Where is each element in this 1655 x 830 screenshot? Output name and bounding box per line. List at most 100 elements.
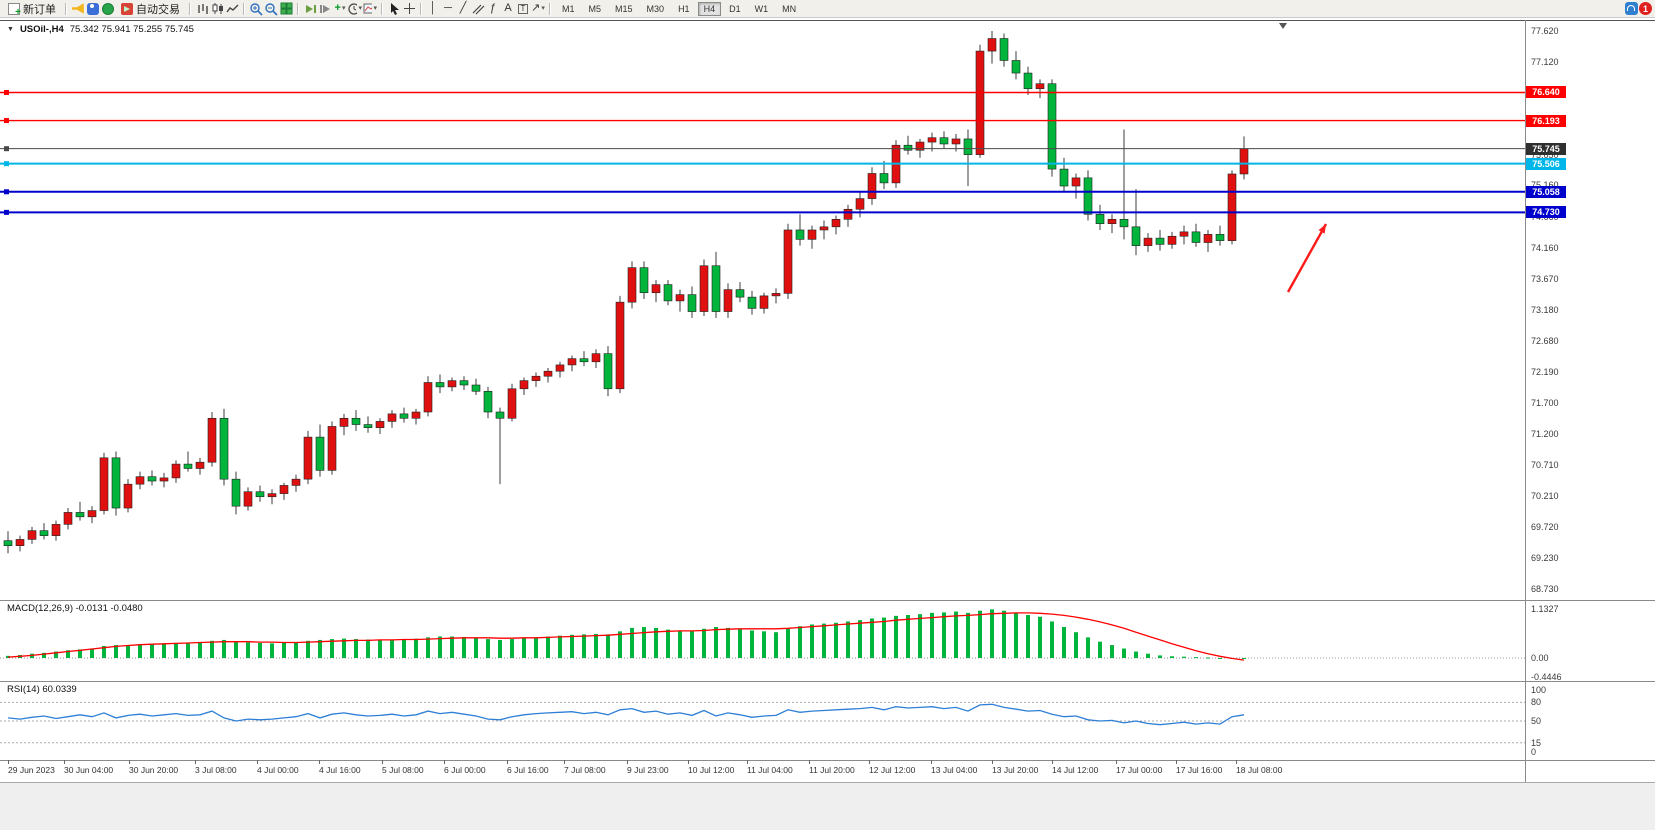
- time-axis-tick: [1052, 760, 1053, 764]
- time-axis-tick: [1176, 760, 1177, 764]
- timeframe-m5[interactable]: M5: [583, 2, 608, 16]
- macd-plot[interactable]: [0, 601, 1525, 680]
- line-chart-icon[interactable]: [225, 2, 239, 16]
- timeframe-m1[interactable]: M1: [556, 2, 581, 16]
- toolbar-separator: [297, 2, 299, 15]
- channel-tool-icon[interactable]: [471, 2, 485, 16]
- timeframe-m15[interactable]: M15: [609, 2, 639, 16]
- zoom-out-icon[interactable]: [264, 2, 278, 16]
- timeframe-m30[interactable]: M30: [641, 2, 671, 16]
- price-axis-tick: 71.200: [1531, 428, 1559, 439]
- price-axis-tick: 69.230: [1531, 552, 1559, 563]
- time-axis-tick: [444, 760, 445, 764]
- time-axis-tick: [992, 760, 993, 764]
- rsi-axis-tick: 80: [1531, 697, 1542, 708]
- support-icon[interactable]: [1624, 2, 1638, 16]
- horizontal-line-tool-icon[interactable]: ─: [444, 2, 452, 14]
- text-label-tool-icon[interactable]: T: [516, 2, 530, 16]
- time-axis-label: 7 Jul 08:00: [564, 765, 606, 775]
- time-axis-tick: [129, 760, 130, 764]
- rsi-plot[interactable]: [0, 682, 1525, 760]
- bar-chart-icon[interactable]: [195, 2, 209, 16]
- level-price-tag: 74.730: [1526, 206, 1566, 219]
- rsi-axis-tick: 0: [1531, 747, 1537, 757]
- fibonacci-tool-icon[interactable]: ƒ: [489, 2, 497, 14]
- timeframe-h1[interactable]: H1: [672, 2, 696, 16]
- time-axis-tick: [627, 760, 628, 764]
- level-price-tag: 76.640: [1526, 86, 1566, 99]
- tile-windows-icon[interactable]: [279, 2, 293, 16]
- time-axis-tick: [931, 760, 932, 764]
- headset-icon: [1624, 2, 1638, 15]
- trendline-tool-icon[interactable]: ╱: [459, 2, 467, 14]
- time-axis-tick: [1236, 760, 1237, 764]
- macd-axis-tick: 1.1327: [1531, 604, 1559, 615]
- time-axis-label: 17 Jul 16:00: [1176, 765, 1223, 775]
- price-axis-tick: 69.720: [1531, 521, 1559, 532]
- periods-icon[interactable]: ▾: [348, 2, 362, 16]
- text-tool-icon[interactable]: A: [504, 2, 512, 14]
- time-axis-tick: [64, 760, 65, 764]
- main-chart-plot[interactable]: [0, 20, 1525, 600]
- new-order-button[interactable]: 新订单: [3, 1, 61, 18]
- notification-badge[interactable]: 1: [1639, 2, 1652, 15]
- time-axis-tick: [8, 760, 9, 764]
- price-axis-tick: 77.620: [1531, 25, 1559, 36]
- time-axis-label: 6 Jul 00:00: [444, 765, 486, 775]
- one-click-trading-arrow-icon[interactable]: ▼: [7, 26, 14, 33]
- new-order-label: 新订单: [23, 3, 56, 16]
- crosshair-icon[interactable]: [402, 2, 416, 16]
- rsi-axis-tick: 15: [1531, 737, 1542, 748]
- community-icon[interactable]: [101, 2, 115, 16]
- time-axis-tick: [869, 760, 870, 764]
- price-axis-tick: 72.680: [1531, 336, 1559, 347]
- zoom-in-icon[interactable]: [249, 2, 263, 16]
- auto-trading-button[interactable]: 自动交易: [116, 1, 185, 17]
- new-order-icon: [8, 2, 21, 18]
- candlestick-chart-icon[interactable]: [210, 2, 224, 16]
- time-axis-label: 5 Jul 08:00: [382, 765, 424, 775]
- time-axis-tick: [382, 760, 383, 764]
- price-axis-tick: 68.730: [1531, 584, 1559, 594]
- timeframe-h4[interactable]: H4: [697, 1, 722, 16]
- vertical-line-tool-icon[interactable]: │: [429, 2, 437, 14]
- time-axis-separator: [0, 760, 1655, 761]
- price-axis-tick: 72.190: [1531, 366, 1559, 377]
- arrows-tool-icon[interactable]: ↗ ▾: [531, 2, 545, 16]
- level-price-tag: 75.506: [1526, 157, 1566, 170]
- price-axis-divider: [1525, 20, 1526, 782]
- alerts-horn-icon[interactable]: [71, 2, 85, 16]
- level-price-tag: 76.193: [1526, 114, 1566, 127]
- time-axis-tick: [747, 760, 748, 764]
- auto-trading-label: 自动交易: [136, 3, 180, 16]
- macd-separator[interactable]: [0, 600, 1655, 601]
- time-axis-label: 13 Jul 04:00: [931, 765, 978, 775]
- time-axis-tick: [195, 760, 196, 764]
- current-price-tag: 75.745: [1526, 142, 1566, 155]
- time-axis-label: 17 Jul 00:00: [1116, 765, 1163, 775]
- indicators-icon[interactable]: + ▾: [333, 2, 347, 16]
- cursor-icon[interactable]: [387, 2, 401, 16]
- chart-shift-icon[interactable]: [318, 2, 332, 16]
- time-axis-label: 11 Jul 20:00: [809, 765, 855, 775]
- toolbar-separator: [381, 2, 383, 15]
- timeframe-w1[interactable]: W1: [749, 2, 775, 16]
- toolbar-separator: [65, 2, 67, 15]
- toolbar-separator: [420, 2, 422, 15]
- rsi-axis-tick: 100: [1531, 685, 1547, 695]
- auto-scroll-icon[interactable]: [303, 2, 317, 16]
- timeframe-d1[interactable]: D1: [723, 2, 747, 16]
- time-axis-label: 9 Jul 23:00: [627, 765, 669, 775]
- rsi-separator[interactable]: [0, 681, 1655, 682]
- account-icon[interactable]: [86, 2, 100, 16]
- globe-icon: [102, 2, 114, 15]
- time-axis-tick: [507, 760, 508, 764]
- time-axis-label: 18 Jul 08:00: [1236, 765, 1283, 775]
- user-icon: [87, 2, 99, 15]
- time-axis-tick: [257, 760, 258, 764]
- ohlc-readout: 75.342 75.941 75.255 75.745: [69, 24, 194, 35]
- timeframe-mn[interactable]: MN: [776, 2, 802, 16]
- bottom-filler: [0, 783, 1655, 830]
- templates-icon[interactable]: ▾: [363, 2, 377, 16]
- time-axis-label: 12 Jul 12:00: [869, 765, 916, 775]
